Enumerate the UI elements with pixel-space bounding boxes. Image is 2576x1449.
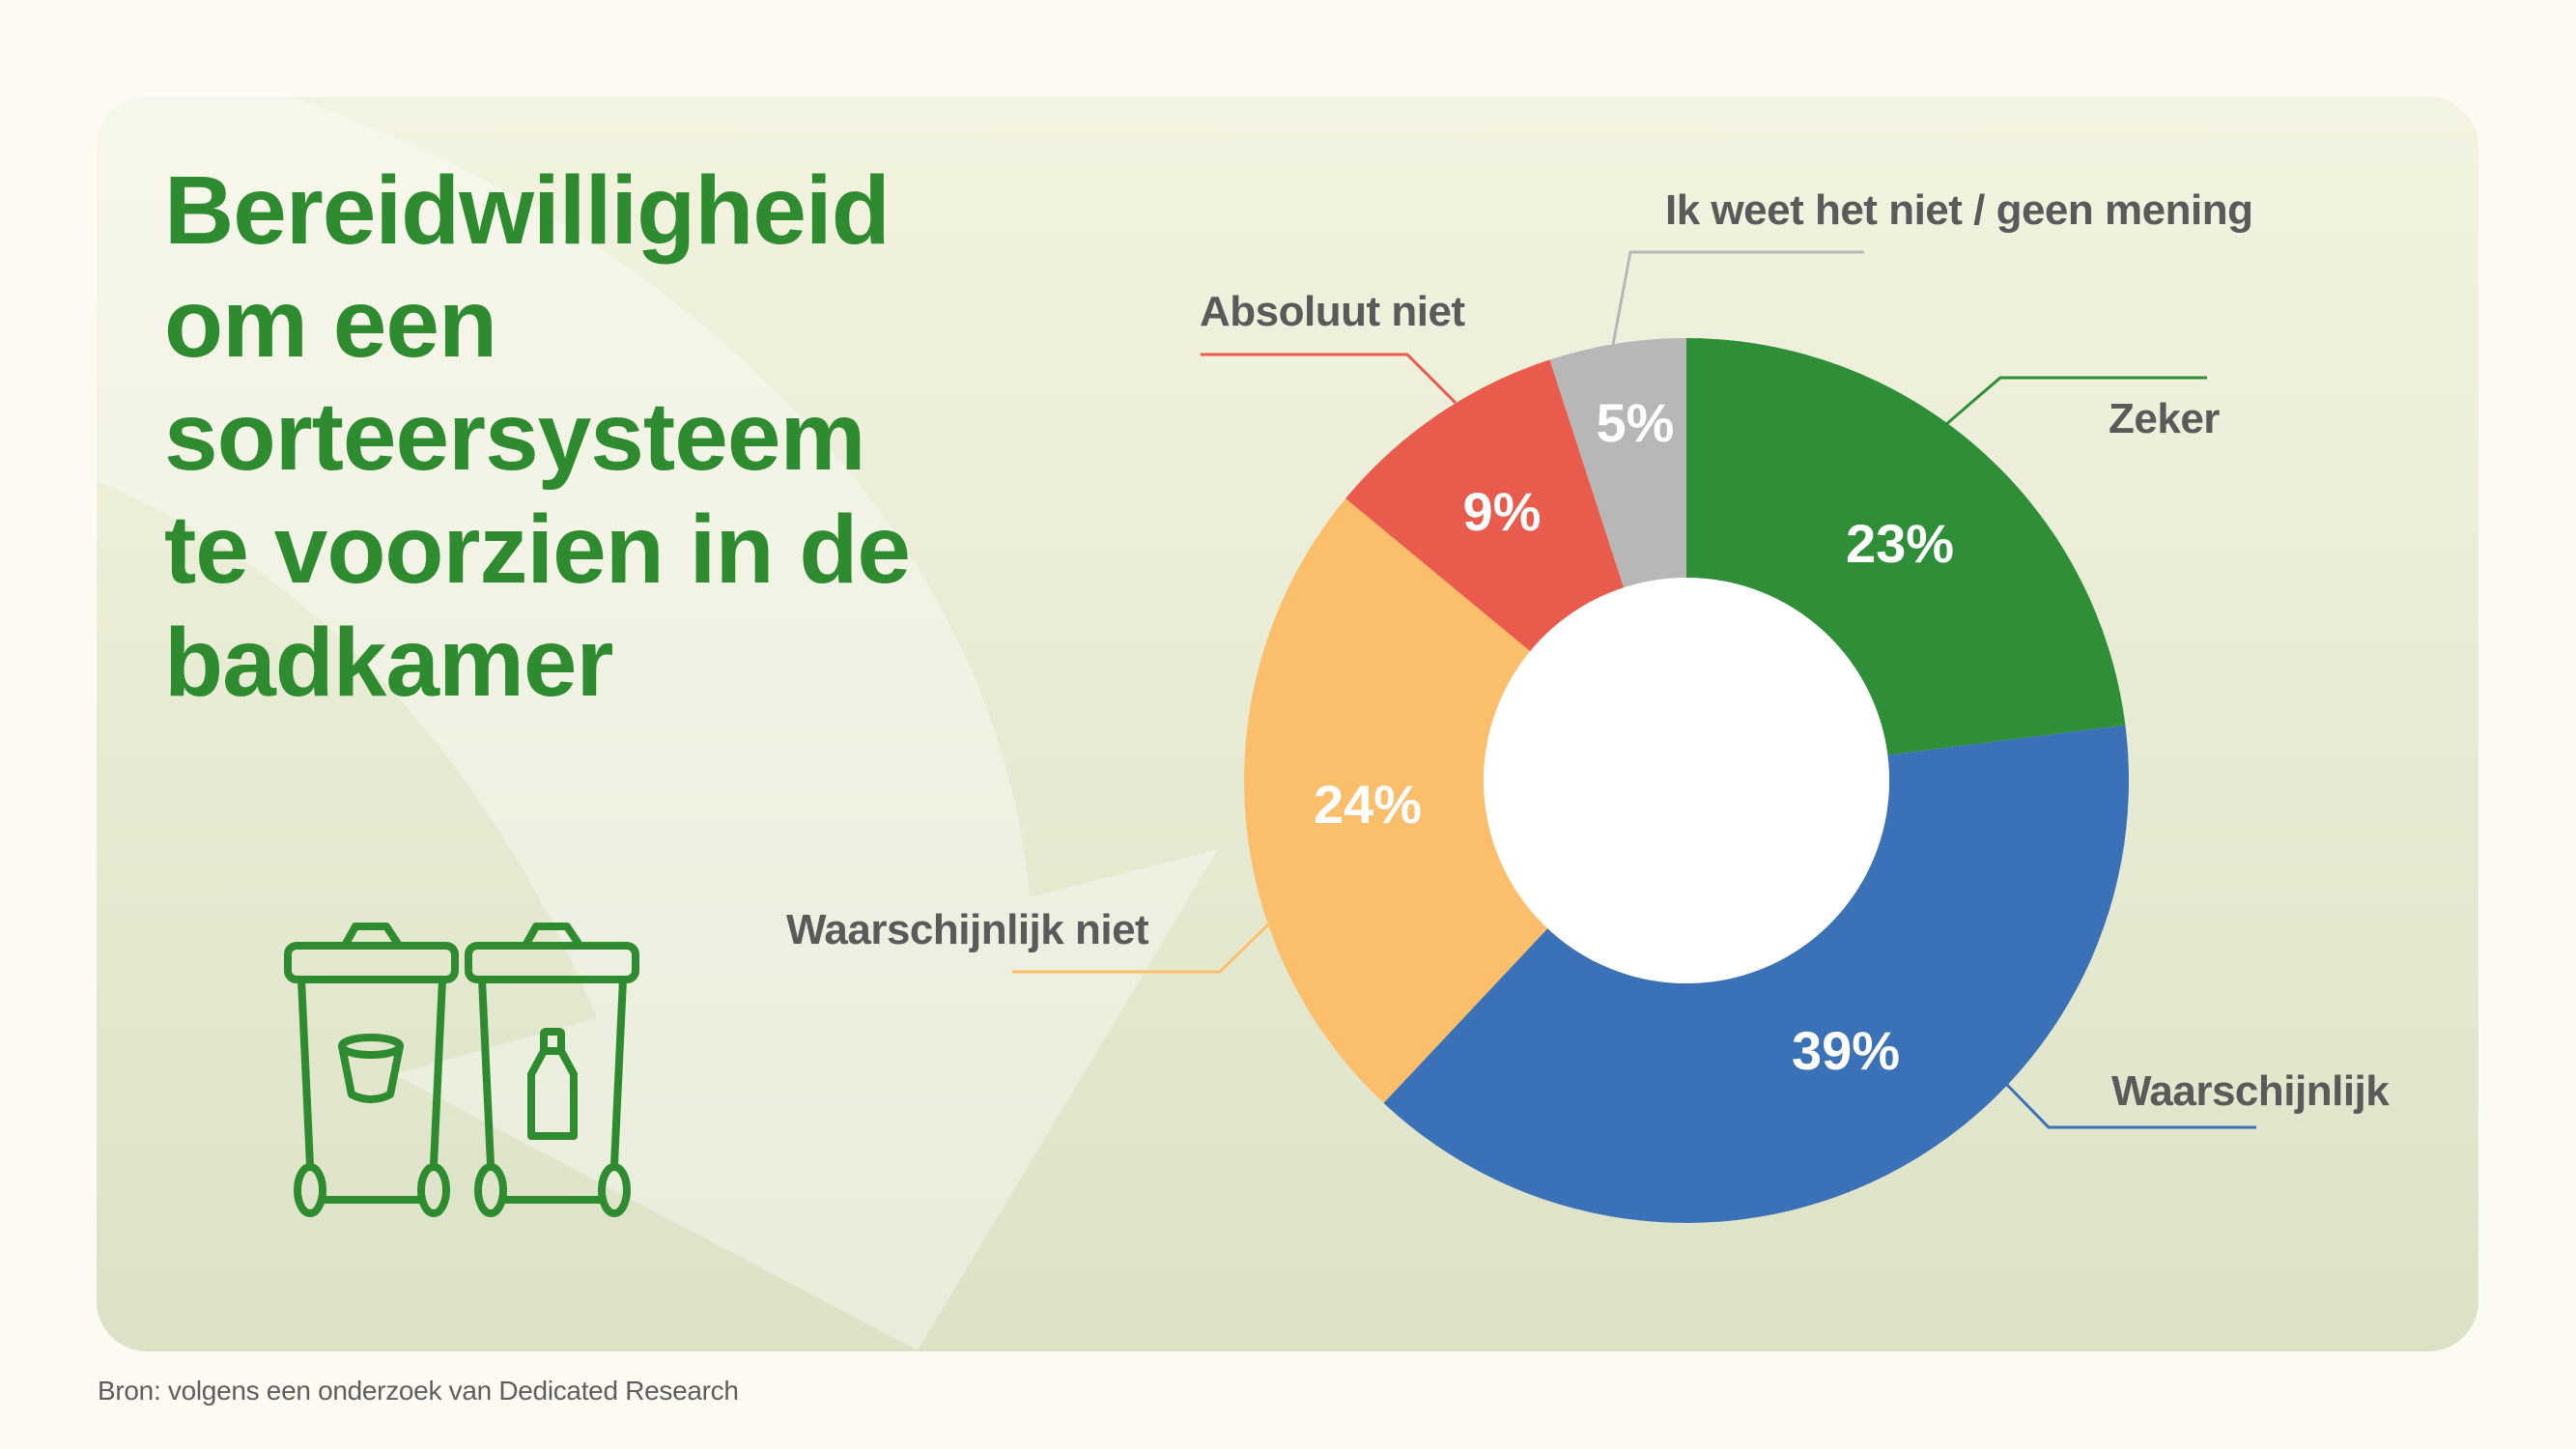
value-label-zeker: 23%	[1845, 513, 1955, 574]
category-label-zeker: Zeker	[2109, 395, 2220, 442]
category-label-waarschijnlijk-niet: Waarschijnlijk niet	[786, 906, 1149, 953]
donut-slice-zeker	[1686, 338, 2126, 755]
value-label-absoluut-niet: 9%	[1462, 481, 1542, 542]
page-title: Bereidwilligheid om een sorteersysteem t…	[164, 155, 911, 720]
donut-slice-ik-weet-het-niet-geen-mening	[1549, 338, 1686, 588]
title-line: om een	[164, 270, 497, 378]
title-line: sorteersysteem	[164, 383, 865, 491]
source-note: Bron: volgens een onderzoek van Dedicate…	[98, 1376, 739, 1406]
value-label-weet-niet: 5%	[1596, 392, 1675, 453]
title-line: te voorzien in de	[164, 496, 911, 604]
decorative-arrow-shape	[97, 97, 1218, 1350]
title-line: Bereidwilligheid	[164, 156, 891, 265]
category-label-absoluut-niet: Absoluut niet	[1200, 288, 1465, 335]
value-label-waarschijnlijk-niet: 24%	[1313, 774, 1423, 835]
value-label-waarschijnlijk: 39%	[1791, 1020, 1901, 1081]
title-line: badkamer	[164, 609, 613, 717]
donut-slice-waarschijnlijk-niet	[1243, 498, 1548, 1103]
category-label-waarschijnlijk: Waarschijnlijk	[2111, 1067, 2390, 1115]
category-label-weet-niet: Ik weet het niet / geen mening	[1665, 186, 2253, 234]
